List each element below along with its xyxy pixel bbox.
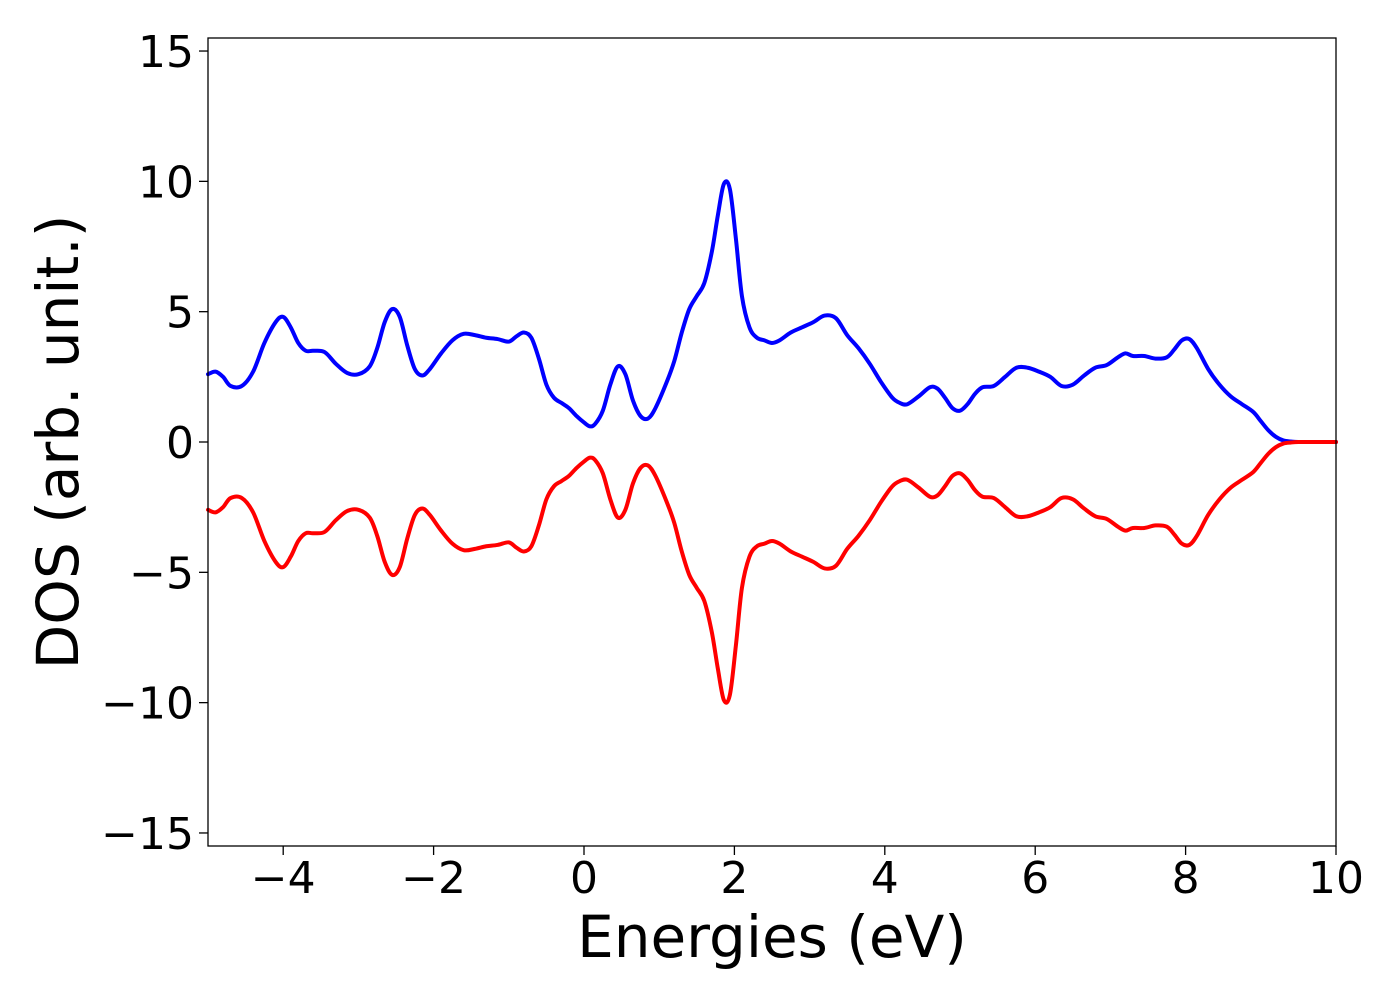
y-axis-title: DOS (arb. unit.) (24, 215, 92, 670)
y-tick-label: 15 (138, 27, 194, 78)
y-axis-ticks: −15 −10 −5 0 5 10 15 (101, 27, 208, 860)
x-tick-label: 10 (1308, 853, 1364, 904)
x-tick-label: −4 (251, 853, 316, 904)
y-tick-label: 10 (138, 157, 194, 208)
x-tick-label: 2 (720, 853, 748, 904)
x-tick-label: 0 (570, 853, 598, 904)
series-line-2 (206, 439, 1338, 705)
x-tick-label: −2 (401, 853, 466, 904)
y-tick-label: 5 (166, 288, 194, 339)
y-tick-label: −15 (101, 809, 194, 860)
y-tick-label: −10 (101, 679, 194, 730)
y-tick-label: 0 (166, 418, 194, 469)
series-line-1 (206, 179, 1338, 445)
y-tick-label: −5 (129, 548, 194, 599)
x-axis-title: Energies (eV) (577, 903, 967, 971)
x-tick-label: 6 (1021, 853, 1049, 904)
series-layer (206, 179, 1338, 705)
x-axis-ticks: −4 −2 0 2 4 6 8 10 (251, 846, 1364, 904)
x-tick-label: 8 (1172, 853, 1200, 904)
plot-frame (207, 37, 1337, 847)
x-tick-label: 4 (871, 853, 899, 904)
